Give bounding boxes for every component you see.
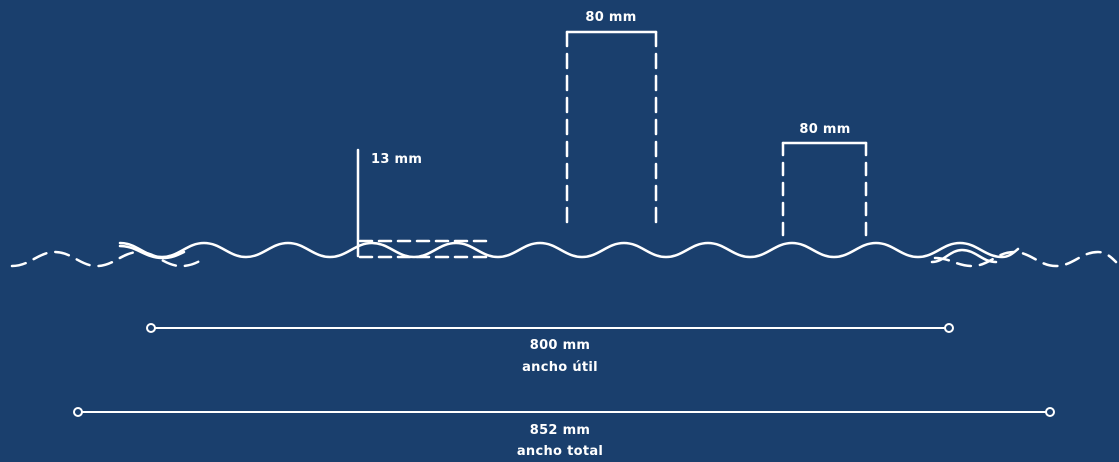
total-width-left-end [73, 407, 83, 417]
corrugated-profile [118, 241, 1020, 259]
total-width-value: 852 mm [529, 423, 591, 438]
right-overlap-dashed-wave [933, 250, 1118, 268]
useful-width-caption: ancho útil [522, 360, 598, 375]
useful-width-value: 800 mm [529, 338, 591, 353]
tall-width-label: 80 mm [585, 10, 637, 25]
height-label: 13 mm [371, 152, 423, 167]
useful-width-left-end [146, 323, 156, 333]
total-width-caption: ancho total [516, 444, 604, 459]
short-width-label: 80 mm [799, 122, 851, 137]
total-width-right-end [1045, 407, 1055, 417]
height-dashed-box [358, 239, 489, 259]
useful-width-right-end [944, 323, 954, 333]
